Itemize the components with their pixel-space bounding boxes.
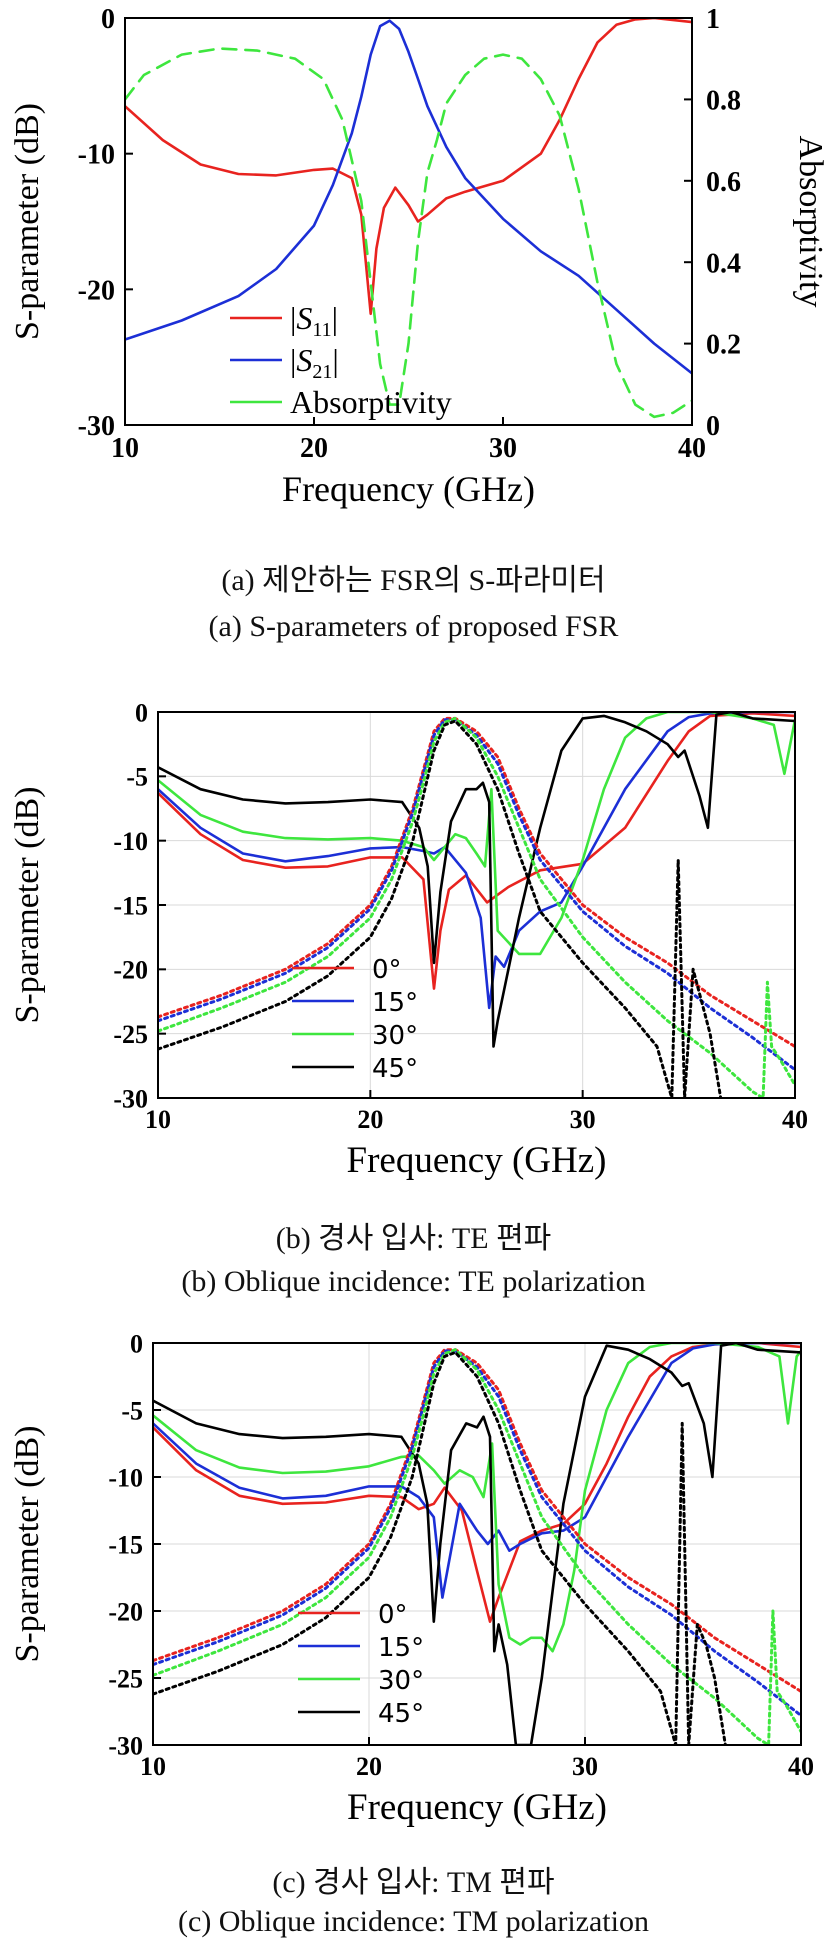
y-tick-label: -20 — [108, 1597, 143, 1626]
x-tick-label: 30 — [489, 433, 517, 464]
legend-entry: 45° — [372, 1054, 418, 1084]
series-group — [125, 18, 692, 419]
caption-b-korean: (b) 경사 입사: TE 편파 — [275, 1222, 552, 1255]
legend-entry: |S21| — [290, 342, 339, 383]
y-tick-label: -10 — [113, 827, 148, 856]
x-tick-label: 40 — [782, 1105, 808, 1134]
legend-entry: Absorptivity — [290, 384, 452, 420]
x-tick-label: 10 — [140, 1752, 166, 1781]
series-line — [125, 47, 692, 419]
series-line — [125, 18, 692, 316]
y-tick-label: 0 — [130, 1329, 143, 1358]
y2-tick-label: 1 — [706, 4, 720, 35]
y2-tick-label: 0.2 — [706, 330, 741, 361]
y-tick-label: -10 — [78, 140, 115, 171]
y-tick-label: -15 — [113, 891, 148, 920]
y-tick-label: -25 — [108, 1664, 143, 1693]
series-line — [158, 712, 795, 1010]
y-axis-label: S-parameter (dB) — [9, 1426, 46, 1663]
legend-entry: 15° — [378, 1633, 424, 1663]
x-tick-label: 40 — [788, 1752, 814, 1781]
y2-tick-label: 0.4 — [706, 248, 741, 279]
y-tick-label: -5 — [121, 1396, 143, 1425]
chart-b: 10 20 30 40 0 -5 -10 -15 -20 -25 -30 Frequency (GHz… — [9, 698, 808, 1181]
legend-entry: 0° — [378, 1600, 408, 1630]
series-line — [153, 1350, 727, 1745]
series-line — [158, 716, 795, 1098]
series-line — [125, 19, 692, 375]
x-tick-label: 20 — [300, 433, 328, 464]
plot-frame — [124, 17, 693, 426]
series-line — [158, 719, 723, 1098]
legend-entry: 45° — [378, 1699, 424, 1729]
caption-c-korean: (c) 경사 입사: TM 편파 — [272, 1866, 555, 1899]
caption-b-english: (b) Oblique incidence: TE polarization — [181, 1265, 646, 1298]
caption-c-english: (c) Oblique incidence: TM polarization — [178, 1905, 649, 1938]
y2-tick-label: 0 — [706, 411, 720, 442]
y-axis-label: S-parameter (dB) — [9, 103, 46, 340]
x-tick-label: 20 — [356, 1752, 382, 1781]
series-line — [158, 712, 795, 990]
y2-tick-label: 0.6 — [706, 167, 741, 198]
chart-c: 10 20 30 40 0 -5 -10 -15 -20 -25 -30 Frequency (GHz… — [9, 1329, 814, 1828]
x-tick-label: 10 — [145, 1105, 171, 1134]
y-tick-label: -30 — [113, 1084, 148, 1113]
caption-a-english: (a) S-parameters of proposed FSR — [208, 610, 619, 643]
y-axis-label: S-parameter (dB) — [9, 787, 46, 1024]
x-axis-label: Frequency (GHz) — [347, 1787, 607, 1828]
legend: |S11||S21|Absorptivity — [230, 300, 452, 420]
series-line — [158, 718, 795, 1072]
series-group — [153, 1343, 801, 1745]
series-line — [153, 1343, 801, 1653]
chart-a: 10 20 30 400-10-20-3010.80.60.40.20Frequenc… — [9, 4, 827, 509]
y-tick-label: 0 — [135, 698, 148, 727]
x-tick-label: 30 — [572, 1752, 598, 1781]
x-tick-label: 30 — [570, 1105, 596, 1134]
y-tick-label: -30 — [108, 1731, 143, 1760]
series-group — [158, 712, 795, 1098]
y-tick-label: -30 — [78, 411, 115, 442]
y-tick-label: -20 — [78, 275, 115, 306]
series-line — [153, 1343, 801, 1599]
y-tick-label: -20 — [113, 956, 148, 985]
series-line — [158, 712, 795, 956]
legend: 0°15°30°45° — [298, 1600, 424, 1729]
caption-a-korean: (a) 제안하는 FSR의 S-파라미터 — [221, 564, 606, 597]
x-tick-label: 40 — [678, 433, 706, 464]
y-tick-label: -15 — [108, 1530, 143, 1559]
y2-axis-label: Absorptivity — [792, 136, 827, 308]
y-tick-label: -10 — [108, 1463, 143, 1492]
legend-entry: |S11| — [290, 300, 338, 341]
legend-entry: 15° — [372, 988, 418, 1018]
series-line — [153, 1343, 801, 1745]
y-tick-label: -25 — [113, 1020, 148, 1049]
x-axis-label: Frequency (GHz) — [347, 1140, 607, 1181]
x-axis-label: Frequency (GHz) — [282, 469, 535, 509]
y-tick-label: -5 — [126, 763, 148, 792]
series-line — [153, 1349, 801, 1717]
legend-entry: 30° — [372, 1021, 418, 1051]
y-tick-label: 0 — [101, 4, 115, 35]
legend: 0°15°30°45° — [292, 955, 418, 1084]
x-tick-label: 20 — [357, 1105, 383, 1134]
y2-tick-label: 0.8 — [706, 85, 741, 116]
legend-entry: 30° — [378, 1666, 424, 1696]
series-line — [158, 712, 795, 1048]
series-line — [153, 1348, 801, 1745]
x-tick-label: 10 — [111, 433, 139, 464]
legend-entry: 0° — [372, 955, 402, 985]
